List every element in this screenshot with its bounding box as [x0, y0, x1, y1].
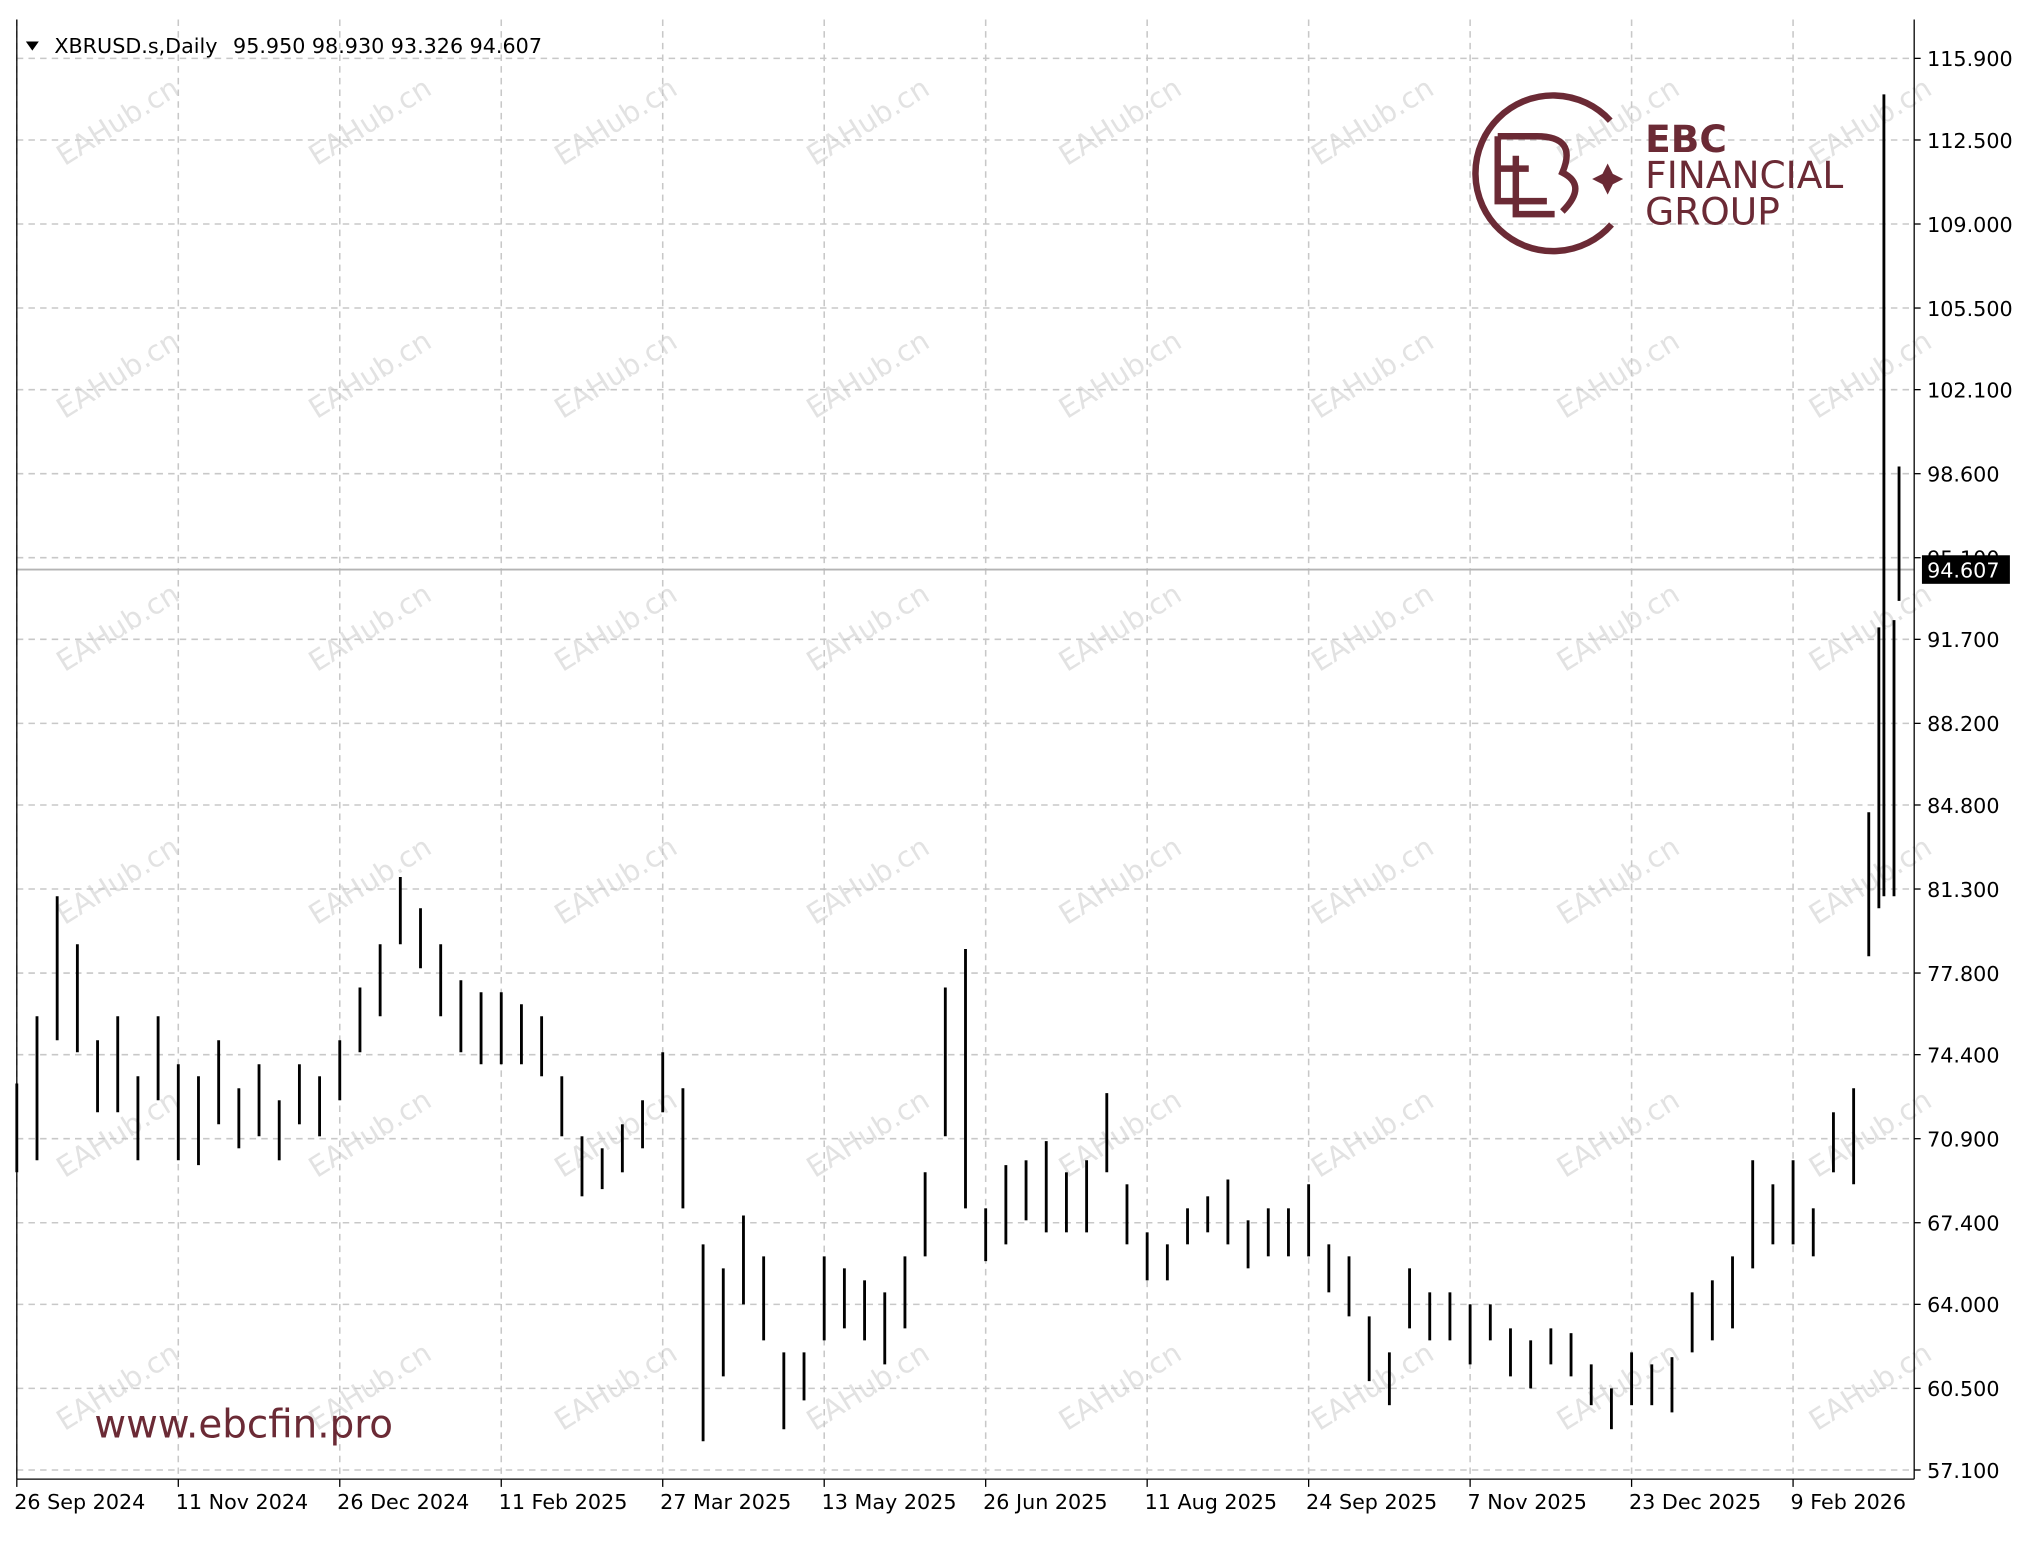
y-tick-label: 60.500 — [1927, 1377, 1999, 1401]
x-tick-label: 24 Sep 2025 — [1306, 1490, 1437, 1514]
logo-mark — [1494, 132, 1579, 218]
x-tick-label: 9 Feb 2026 — [1790, 1490, 1906, 1514]
chart-title: XBRUSD.s,Daily — [54, 34, 217, 58]
logo-text: GROUP — [1645, 189, 1780, 233]
x-tick-label: 23 Dec 2025 — [1629, 1490, 1761, 1514]
y-tick-label: 115.900 — [1927, 47, 2013, 71]
logo-star — [1592, 163, 1624, 195]
y-tick-label: 70.900 — [1927, 1127, 1999, 1151]
x-tick-label: 11 Aug 2025 — [1145, 1490, 1278, 1514]
x-tick-label: 13 May 2025 — [822, 1490, 957, 1514]
y-tick-label: 105.500 — [1927, 297, 2013, 321]
y-tick-label: 102.100 — [1927, 378, 2013, 402]
x-tick-label: 27 Mar 2025 — [660, 1490, 791, 1514]
y-tick-label: 112.500 — [1927, 129, 2013, 153]
x-tick-label: 26 Dec 2024 — [337, 1490, 469, 1514]
y-tick-label: 77.800 — [1927, 962, 1999, 986]
header-value: 98.930 — [312, 34, 384, 58]
axis-labels: 57.100 60.500 64.000 67.400 70.900 74.400 77.8… — [14, 47, 2012, 1514]
y-tick-label: 74.400 — [1927, 1043, 1999, 1067]
logo-text: FINANCIAL — [1645, 153, 1843, 197]
logo-ring — [1472, 92, 1614, 255]
y-tick-label: 64.000 — [1927, 1293, 1999, 1317]
y-tick-label: 109.000 — [1927, 213, 2013, 237]
grid — [16, 19, 1915, 1480]
y-tick-label: 98.600 — [1927, 462, 1999, 486]
x-tick-label: 11 Feb 2025 — [499, 1490, 628, 1514]
header-value: 93.326 — [391, 34, 463, 58]
x-tick-label: 11 Nov 2024 — [176, 1490, 308, 1514]
y-tick-label: 81.300 — [1927, 878, 1999, 902]
y-tick-label: 67.400 — [1927, 1211, 1999, 1235]
menu-arrow — [25, 41, 39, 51]
y-tick-label: 88.200 — [1927, 712, 1999, 736]
price-label: 94.607 — [1927, 558, 1999, 582]
x-tick-label: 26 Sep 2024 — [14, 1490, 145, 1514]
price-label-box — [1921, 555, 2010, 584]
logo: EBC FINANCIAL GROUP — [1472, 92, 1843, 255]
url: www.ebcfin.pro — [94, 1403, 393, 1448]
bars — [15, 94, 1901, 1442]
header-value: 95.950 — [233, 34, 305, 58]
header-values: 95.950 98.930 93.326 94.607 — [233, 34, 542, 58]
y-tick-label: 91.700 — [1927, 628, 1999, 652]
logo-text: EBC — [1645, 117, 1727, 161]
y-tick-label: 84.800 — [1927, 794, 1999, 818]
x-tick-label: 26 Jun 2025 — [983, 1490, 1107, 1514]
header-value: 94.607 — [470, 34, 542, 58]
y-tick-label: 57.100 — [1927, 1459, 1999, 1483]
x-tick-label: 7 Nov 2025 — [1468, 1490, 1587, 1514]
